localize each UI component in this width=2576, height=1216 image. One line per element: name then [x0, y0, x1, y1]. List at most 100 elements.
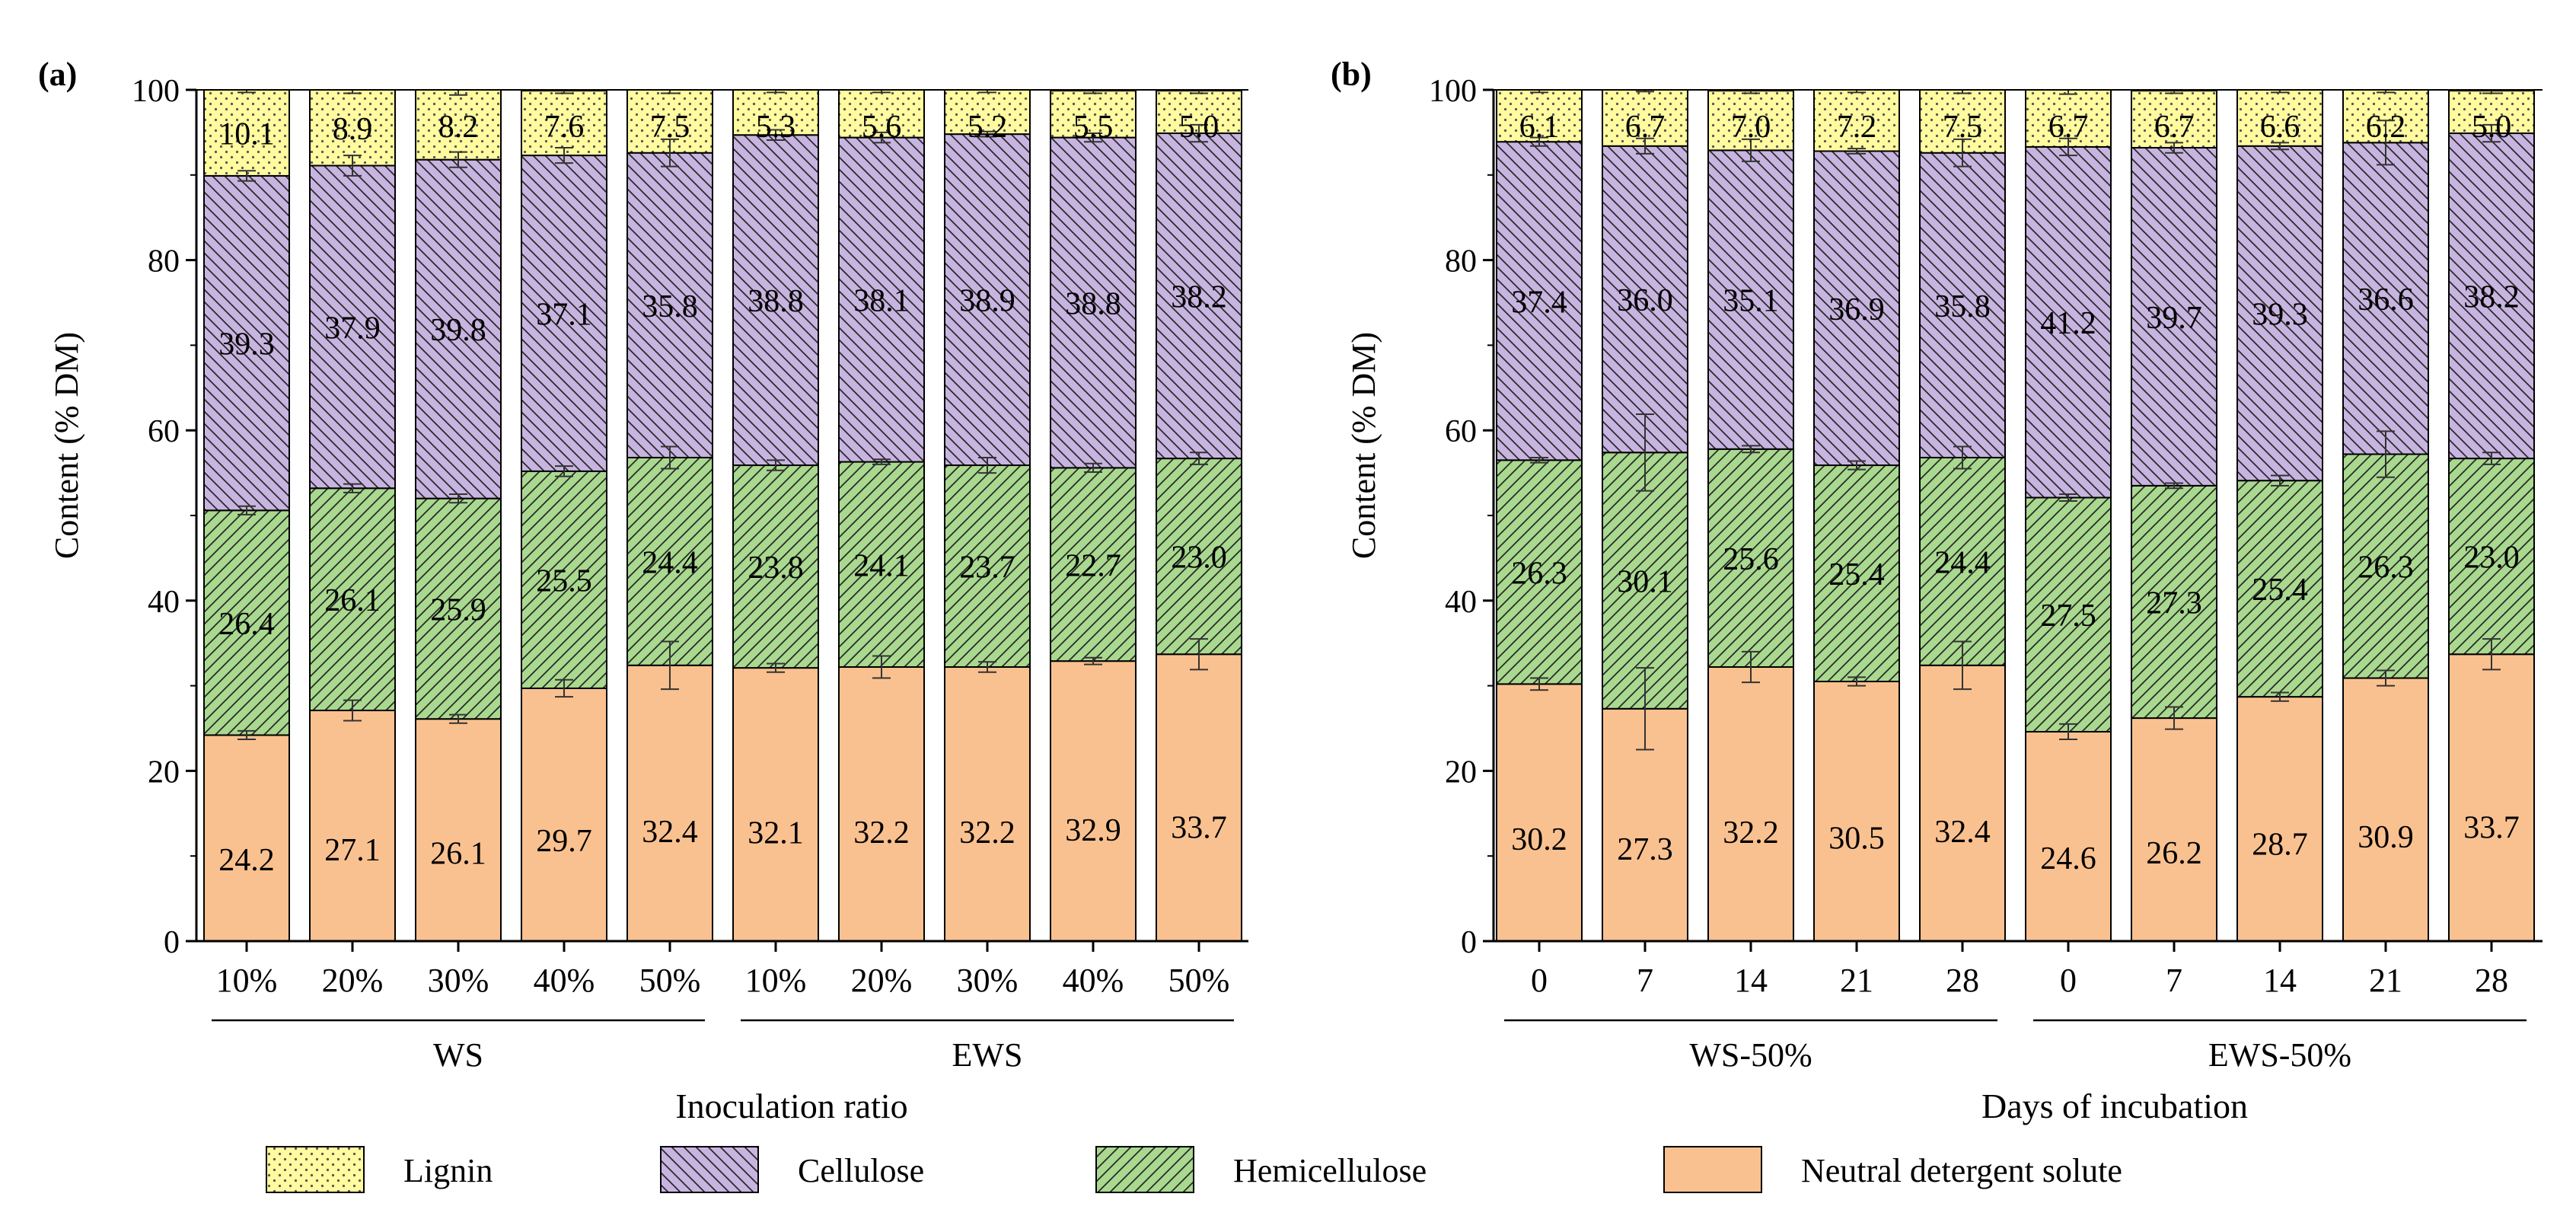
data-label-hemicellulose: 25.5	[536, 563, 592, 598]
error-bar	[1530, 456, 1548, 464]
data-label-nds: 32.2	[853, 815, 910, 851]
bar-segment-cellulose	[2236, 145, 2323, 482]
bar-segment-nds	[1707, 666, 1794, 943]
data-label-cellulose: 39.7	[2146, 301, 2202, 336]
error-bar	[2165, 142, 2183, 154]
data-label-lignin: 5.0	[2472, 110, 2512, 145]
data-label-hemicellulose: 24.1	[853, 548, 910, 583]
data-label-nds: 26.1	[430, 836, 486, 871]
error-bar	[1530, 677, 1548, 691]
data-label-cellulose: 39.3	[218, 327, 275, 362]
bar-segment-lignin	[838, 89, 925, 139]
bar-group: 30.2 26.3 37.4 6.1	[1496, 89, 1583, 942]
error-bar	[343, 155, 362, 177]
data-label-lignin: 7.5	[650, 110, 690, 145]
panel-b: (b) Content (% DM) Days of incubation 30…	[1331, 56, 2543, 1125]
bar-group: 24.2 26.4 39.3 10.1	[203, 89, 290, 942]
error-bar	[978, 456, 996, 474]
bar-group: 32.4 24.4 35.8 7.5	[626, 89, 713, 942]
error-bar	[238, 505, 256, 515]
error-bar	[555, 678, 573, 698]
data-label-hemicellulose: 24.4	[1934, 545, 1991, 580]
bar-group: 32.2 23.7 38.9 5.2	[944, 89, 1031, 943]
bar-group: 30.9 26.3 36.6 6.2	[2342, 89, 2429, 943]
data-label-nds: 30.9	[2358, 820, 2414, 855]
legend-item-cellulose: Cellulose	[660, 1146, 924, 1193]
data-label-nds: 33.7	[2463, 810, 2520, 845]
data-label-lignin: 8.9	[333, 112, 373, 147]
group-label: EWS	[952, 1036, 1023, 1074]
bar-segment-nds	[415, 718, 502, 943]
legend-label-hemicellulose: Hemicellulose	[1233, 1152, 1427, 1189]
error-bar	[2059, 493, 2077, 502]
data-label-lignin: 5.2	[968, 110, 1008, 145]
data-label-nds: 24.6	[2040, 841, 2096, 876]
data-label-hemicellulose: 23.8	[748, 551, 804, 586]
bar-segment-nds	[1813, 681, 1900, 942]
data-label-nds: 29.7	[536, 824, 592, 859]
legend-swatch-nds	[1663, 1146, 1762, 1193]
error-bar	[1190, 123, 1208, 143]
error-bar	[2059, 137, 2077, 157]
y-tick-label: 100	[132, 74, 180, 109]
error-bar	[2271, 142, 2289, 151]
bar-segment-nds	[203, 734, 290, 942]
bar-segment-hemicellulose	[1919, 456, 2006, 666]
bar-group: 29.7 25.5 37.1 7.6	[521, 89, 607, 942]
error-bar	[555, 147, 573, 164]
y-tick-label: 80	[148, 244, 180, 279]
error-bar	[238, 170, 256, 182]
error-bar	[343, 699, 362, 722]
x-tick-label: 50%	[1168, 962, 1230, 999]
error-bar	[2271, 474, 2289, 487]
bar-group: 30.5 25.4 36.9 7.2	[1813, 89, 1900, 942]
data-label-lignin: 5.0	[1179, 110, 1219, 145]
data-label-lignin: 6.7	[2154, 110, 2195, 145]
data-label-lignin: 8.2	[438, 110, 479, 145]
data-label-nds: 30.2	[1511, 822, 1567, 857]
data-label-cellulose: 36.9	[1828, 292, 1885, 327]
error-bar	[872, 458, 891, 465]
bar-segment-cellulose	[1707, 149, 1794, 450]
x-tick-label: 30%	[957, 962, 1019, 999]
bar-segment-cellulose	[203, 174, 290, 512]
error-bar	[2165, 482, 2183, 490]
bar-segment-cellulose	[732, 134, 819, 467]
error-bar	[343, 483, 362, 493]
data-label-lignin: 6.6	[2260, 110, 2300, 145]
bar-segment-lignin	[415, 89, 502, 161]
legend-label-nds: Neutral detergent solute	[1801, 1152, 2122, 1189]
error-bar	[1530, 136, 1548, 147]
bar-segment-lignin	[1813, 89, 1900, 152]
y-tick-label: 40	[1445, 585, 1477, 620]
bar-group: 27.1 26.1 37.9 8.9	[309, 89, 396, 942]
data-label-nds: 26.2	[2146, 836, 2202, 871]
data-label-hemicellulose: 25.6	[1723, 542, 1779, 577]
bar-segment-hemicellulose	[1813, 464, 1900, 683]
data-label-lignin: 10.1	[218, 116, 275, 152]
y-tick-label: 20	[1445, 755, 1477, 790]
y-tick-label: 60	[1445, 414, 1477, 449]
group-label: EWS-50%	[2208, 1036, 2351, 1074]
data-label-hemicellulose: 27.5	[2040, 598, 2096, 634]
bar-group: 32.9 22.7 38.8 5.5	[1050, 89, 1137, 942]
data-label-nds: 24.2	[218, 843, 275, 878]
data-label-lignin: 6.7	[2048, 110, 2089, 145]
data-label-nds: 32.1	[748, 815, 804, 851]
bar-segment-hemicellulose	[2131, 484, 2217, 720]
data-label-cellulose: 37.4	[1511, 285, 1567, 320]
bar-segment-cellulose	[944, 133, 1031, 467]
bar-segment-nds	[2236, 696, 2323, 942]
x-tick-label: 28	[1946, 962, 1979, 999]
data-label-hemicellulose: 26.3	[1511, 556, 1567, 591]
legend-item-nds: Neutral detergent solute	[1663, 1146, 2122, 1193]
error-bar	[978, 130, 996, 138]
data-label-cellulose: 38.8	[748, 284, 804, 319]
panel-a: (a) Content (% DM) Inoculation ratio 24.…	[38, 56, 1248, 1125]
error-bar	[1636, 413, 1654, 492]
bar-group: 24.6 27.5 41.2 6.7	[2025, 89, 2112, 942]
bar-segment-nds	[521, 687, 607, 942]
x-tick-label: 40%	[534, 962, 595, 999]
error-bar	[1953, 445, 1972, 470]
